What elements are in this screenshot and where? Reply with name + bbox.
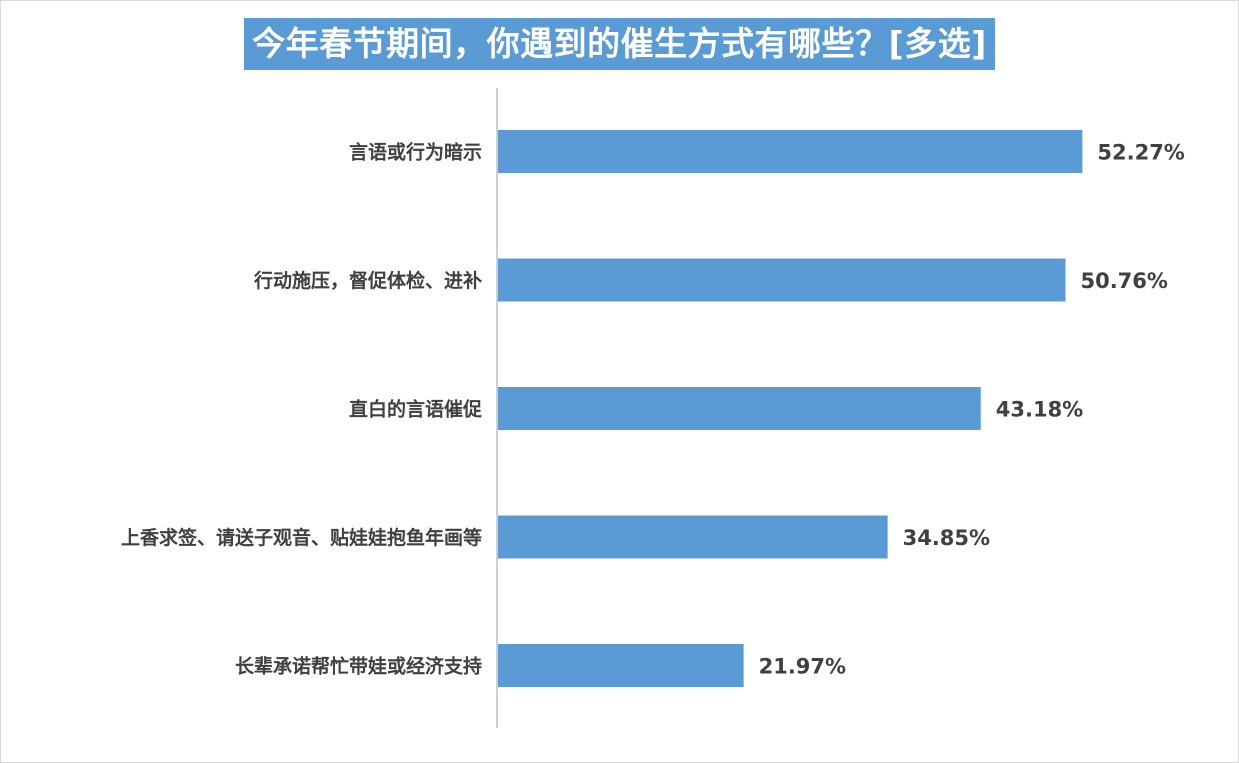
category-label: 直白的言语催促	[349, 398, 482, 421]
data-label: 52.27%	[1097, 141, 1184, 165]
category-label: 长辈承诺帮忙带娃或经济支持	[235, 655, 482, 678]
bar	[498, 258, 1066, 302]
data-label: 34.85%	[903, 526, 990, 550]
plot-area: 言语或行为暗示 52.27% 行动施压，督促体检、进补 50.76% 直白的言语催促 43…	[121, 130, 1185, 687]
bar	[498, 644, 744, 687]
bar	[498, 387, 981, 430]
bar	[498, 130, 1083, 173]
data-label: 43.18%	[996, 398, 1083, 422]
category-label: 行动施压，督促体检、进补	[253, 269, 482, 292]
data-label: 21.97%	[759, 655, 846, 679]
category-label: 上香求签、请送子观音、贴娃娃抱鱼年画等	[121, 526, 482, 549]
category-label: 言语或行为暗示	[349, 141, 482, 164]
bar	[498, 515, 888, 559]
chart-title: 今年春节期间，你遇到的催生方式有哪些？[多选]	[244, 18, 995, 70]
data-label: 50.76%	[1080, 269, 1167, 293]
